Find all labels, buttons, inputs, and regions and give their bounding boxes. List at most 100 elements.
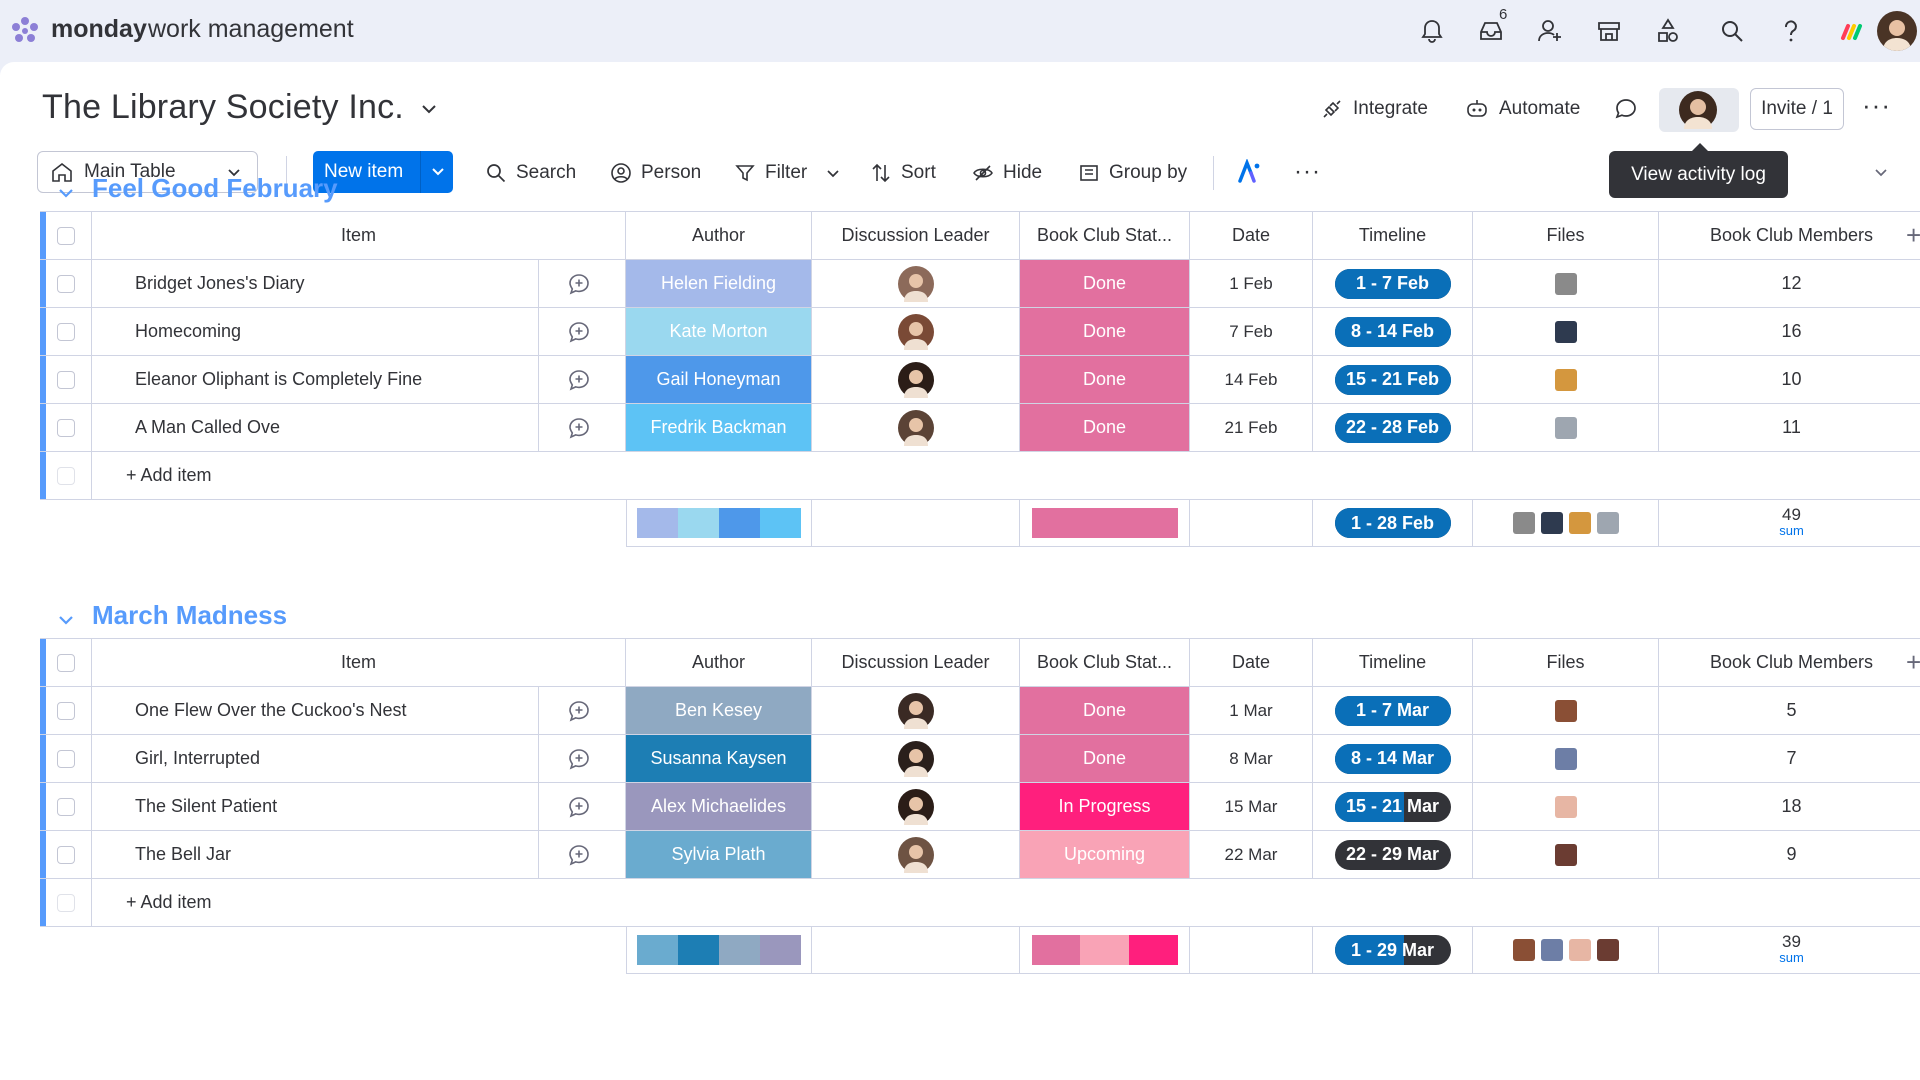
members-cell[interactable]: 5	[1659, 687, 1920, 734]
item-name[interactable]: The Silent Patient	[135, 796, 278, 816]
row-checkbox-cell[interactable]	[40, 735, 92, 782]
file-thumbnail[interactable]	[1554, 699, 1577, 722]
chevron-down-icon[interactable]	[824, 164, 842, 182]
file-summary-thumbnail[interactable]	[1596, 512, 1619, 534]
add-update-icon[interactable]	[567, 368, 591, 392]
monday-apps-icon[interactable]	[1837, 16, 1867, 46]
timeline-pill[interactable]: 22 - 28 Feb	[1334, 412, 1451, 443]
discussion-leader-cell[interactable]	[812, 308, 1020, 355]
discussion-leader-cell[interactable]	[812, 735, 1020, 782]
search-button[interactable]: Search	[485, 158, 576, 188]
files-cell[interactable]	[1473, 308, 1659, 355]
item-cell[interactable]: Eleanor Oliphant is Completely Fine	[92, 356, 626, 403]
timeline-summary-pill[interactable]: 1 - 29 Mar	[1334, 935, 1451, 965]
status-cell[interactable]: Done	[1020, 356, 1190, 403]
toolbar-more-icon[interactable]: ···	[1294, 158, 1321, 185]
board-title[interactable]: The Library Society Inc.	[42, 88, 404, 126]
members-cell[interactable]: 9	[1659, 831, 1920, 878]
date-cell[interactable]: 7 Feb	[1190, 308, 1313, 355]
group-title[interactable]: March Madness	[92, 600, 288, 630]
author-cell[interactable]: Susanna Kaysen	[626, 735, 812, 782]
invite-members-icon[interactable]	[1535, 16, 1565, 46]
files-cell[interactable]	[1473, 831, 1659, 878]
row-checkbox[interactable]	[56, 749, 75, 768]
files-cell[interactable]	[1473, 783, 1659, 830]
file-summary-thumbnail[interactable]	[1512, 512, 1535, 534]
members-cell[interactable]: 18	[1659, 783, 1920, 830]
status-cell[interactable]: Done	[1020, 308, 1190, 355]
column-header[interactable]: Date	[1190, 212, 1313, 259]
item-name[interactable]: Homecoming	[135, 321, 242, 341]
collapse-header-chevron-icon[interactable]	[1870, 161, 1892, 183]
column-header[interactable]: Author	[626, 212, 812, 259]
date-cell[interactable]: 15 Mar	[1190, 783, 1313, 830]
files-cell[interactable]	[1473, 404, 1659, 451]
file-summary-thumbnail[interactable]	[1540, 939, 1563, 961]
timeline-pill[interactable]: 1 - 7 Mar	[1334, 695, 1451, 726]
add-update-icon[interactable]	[567, 272, 591, 296]
files-cell[interactable]	[1473, 735, 1659, 782]
main-table-view-select[interactable]: Main Table	[37, 151, 258, 193]
author-cell[interactable]: Kate Morton	[626, 308, 812, 355]
add-column-icon[interactable]: +	[1906, 647, 1920, 677]
timeline-summary-pill[interactable]: 1 - 28 Feb	[1334, 508, 1451, 538]
files-cell[interactable]	[1473, 260, 1659, 307]
files-cell[interactable]	[1473, 687, 1659, 734]
item-name[interactable]: Bridget Jones's Diary	[135, 273, 305, 293]
filter-button[interactable]: Filter	[734, 158, 842, 188]
timeline-pill[interactable]: 15 - 21 Mar	[1334, 791, 1451, 822]
members-cell[interactable]: 11	[1659, 404, 1920, 451]
status-cell[interactable]: Done	[1020, 260, 1190, 307]
add-update-icon[interactable]	[567, 699, 591, 723]
date-cell[interactable]: 8 Mar	[1190, 735, 1313, 782]
file-summary-thumbnail[interactable]	[1540, 512, 1563, 534]
timeline-cell[interactable]: 15 - 21 Mar	[1313, 783, 1473, 830]
timeline-pill[interactable]: 1 - 7 Feb	[1334, 268, 1451, 299]
item-cell[interactable]: The Bell Jar	[92, 831, 626, 878]
author-cell[interactable]: Fredrik Backman	[626, 404, 812, 451]
members-cell[interactable]: 16	[1659, 308, 1920, 355]
row-checkbox-cell[interactable]	[40, 404, 92, 451]
column-header[interactable]: Item	[92, 212, 626, 259]
file-thumbnail[interactable]	[1554, 747, 1577, 770]
row-checkbox-cell[interactable]	[40, 783, 92, 830]
select-all-checkbox-cell[interactable]	[40, 639, 92, 686]
discussion-leader-avatar[interactable]	[897, 313, 934, 350]
file-thumbnail[interactable]	[1554, 320, 1577, 343]
item-name[interactable]: The Bell Jar	[135, 844, 232, 864]
help-icon[interactable]	[1776, 16, 1806, 46]
file-summary-thumbnail[interactable]	[1596, 939, 1619, 961]
file-summary-thumbnail[interactable]	[1568, 939, 1591, 961]
row-checkbox-cell[interactable]	[40, 831, 92, 878]
marketplace-icon[interactable]	[1594, 16, 1624, 46]
item-cell[interactable]: One Flew Over the Cuckoo's Nest	[92, 687, 626, 734]
discussion-leader-cell[interactable]	[812, 687, 1020, 734]
column-header[interactable]: Discussion Leader	[812, 212, 1020, 259]
discussion-leader-avatar[interactable]	[897, 692, 934, 729]
file-thumbnail[interactable]	[1554, 272, 1577, 295]
column-header[interactable]: Date	[1190, 639, 1313, 686]
select-all-checkbox-cell[interactable]	[40, 212, 92, 259]
activity-log-button[interactable]	[1659, 88, 1739, 132]
integrate-button[interactable]: Integrate	[1321, 94, 1428, 124]
add-update-icon[interactable]	[567, 843, 591, 867]
discussion-leader-avatar[interactable]	[897, 409, 934, 446]
column-header[interactable]: Timeline	[1313, 639, 1473, 686]
author-cell[interactable]: Ben Kesey	[626, 687, 812, 734]
row-checkbox-cell[interactable]	[40, 356, 92, 403]
column-header[interactable]: Book Club Members	[1659, 639, 1920, 686]
author-cell[interactable]: Helen Fielding	[626, 260, 812, 307]
column-header[interactable]: Files	[1473, 639, 1659, 686]
inbox-icon[interactable]	[1476, 16, 1506, 46]
column-header[interactable]: Item	[92, 639, 626, 686]
date-cell[interactable]: 1 Mar	[1190, 687, 1313, 734]
add-item-button[interactable]: + Add item	[126, 465, 212, 485]
timeline-cell[interactable]: 1 - 7 Mar	[1313, 687, 1473, 734]
discussion-leader-cell[interactable]	[812, 783, 1020, 830]
date-cell[interactable]: 1 Feb	[1190, 260, 1313, 307]
author-cell[interactable]: Sylvia Plath	[626, 831, 812, 878]
chat-icon[interactable]	[1613, 96, 1639, 122]
new-item-button[interactable]: New item	[313, 151, 453, 193]
column-header[interactable]: Book Club Stat...	[1020, 212, 1190, 259]
group-collapse-chevron-icon[interactable]	[56, 183, 76, 203]
